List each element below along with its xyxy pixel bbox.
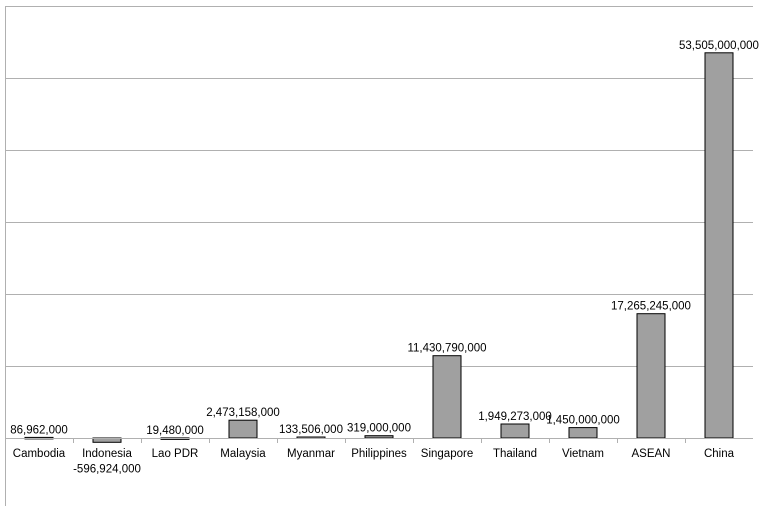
category-labels: Cambodia Indonesia Lao PDR Malaysia Myanmar P…: [13, 448, 735, 460]
bar-singapore: [432, 355, 462, 439]
category-label: China: [704, 448, 735, 460]
category-label: Singapore: [421, 448, 473, 460]
category-label: Cambodia: [13, 448, 66, 460]
data-label: 19,480,000: [146, 425, 204, 437]
data-label: 1,949,273,000: [478, 411, 552, 423]
data-label: -596,924,000: [73, 463, 141, 475]
bar-asean: [636, 313, 666, 439]
data-label: 2,473,158,000: [206, 407, 280, 419]
bar-china: [704, 52, 734, 439]
category-label: Philippines: [351, 448, 407, 460]
bar-vietnam: [568, 427, 598, 439]
category-label: Myanmar: [287, 448, 335, 460]
category-label: Thailand: [493, 448, 537, 460]
category-label: Vietnam: [562, 448, 604, 460]
data-label: 17,265,245,000: [611, 301, 691, 313]
data-label: 1,450,000,000: [546, 415, 620, 427]
x-axis: [5, 438, 753, 443]
category-label: ASEAN: [632, 448, 671, 460]
bar-thailand: [500, 423, 530, 439]
bar-malaysia: [228, 419, 258, 439]
category-label: Lao PDR: [152, 448, 199, 460]
category-label: Malaysia: [220, 448, 266, 460]
data-label: 11,430,790,000: [407, 343, 486, 355]
data-label: 133,506,000: [279, 424, 343, 436]
category-label: Indonesia: [82, 448, 132, 460]
data-labels: 86,962,000 -596,924,000 19,480,0002,473,15…: [10, 40, 759, 475]
bars: [24, 52, 734, 443]
bar-philippines: [364, 435, 394, 439]
data-label: 86,962,000: [10, 424, 68, 436]
data-label: 319,000,000: [347, 423, 411, 435]
data-label: 53,505,000,000: [679, 40, 759, 52]
gridlines: [5, 6, 753, 506]
